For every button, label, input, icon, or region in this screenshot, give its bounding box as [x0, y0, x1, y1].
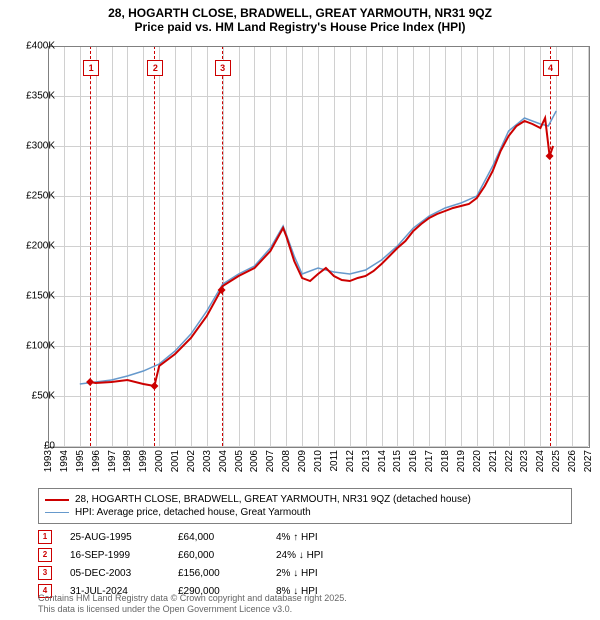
x-tick-label: 1993	[43, 450, 54, 472]
x-tick-label: 2011	[329, 450, 340, 472]
x-tick-label: 2025	[551, 450, 562, 472]
chart-container: 28, HOGARTH CLOSE, BRADWELL, GREAT YARMO…	[0, 0, 600, 620]
y-tick-label: £300K	[26, 141, 55, 152]
y-tick-label: £150K	[26, 291, 55, 302]
legend-item-hpi: HPI: Average price, detached house, Grea…	[45, 506, 565, 519]
x-tick-label: 2010	[313, 450, 324, 472]
sales-table: 1 25-AUG-1995 £64,000 4% ↑ HPI2 16-SEP-1…	[38, 528, 366, 600]
footer-note: Contains HM Land Registry data © Crown c…	[38, 593, 347, 616]
row-price: £156,000	[178, 568, 258, 579]
x-tick-label: 2027	[583, 450, 594, 472]
x-tick-label: 1999	[138, 450, 149, 472]
legend-swatch-hpi	[45, 512, 69, 514]
x-tick-label: 2022	[504, 450, 515, 472]
x-tick-label: 2000	[154, 450, 165, 472]
title-line1: 28, HOGARTH CLOSE, BRADWELL, GREAT YARMO…	[10, 6, 590, 20]
x-tick-label: 2024	[535, 450, 546, 472]
x-tick-label: 2007	[265, 450, 276, 472]
x-tick-label: 2018	[440, 450, 451, 472]
x-tick-label: 2013	[361, 450, 372, 472]
legend: 28, HOGARTH CLOSE, BRADWELL, GREAT YARMO…	[38, 488, 572, 524]
row-pct: 24% ↓ HPI	[276, 550, 366, 561]
x-tick-label: 2019	[456, 450, 467, 472]
row-price: £60,000	[178, 550, 258, 561]
x-tick-label: 1998	[122, 450, 133, 472]
sale-marker-4: 4	[543, 60, 559, 76]
row-pct: 2% ↓ HPI	[276, 568, 366, 579]
row-marker: 2	[38, 548, 52, 562]
chart-title: 28, HOGARTH CLOSE, BRADWELL, GREAT YARMO…	[0, 0, 600, 36]
title-line2: Price paid vs. HM Land Registry's House …	[10, 20, 590, 34]
x-tick-label: 2003	[202, 450, 213, 472]
x-tick-label: 2023	[519, 450, 530, 472]
x-tick-label: 2008	[281, 450, 292, 472]
row-pct: 4% ↑ HPI	[276, 532, 366, 543]
x-tick-label: 1996	[91, 450, 102, 472]
y-tick-label: £400K	[26, 41, 55, 52]
row-marker: 3	[38, 566, 52, 580]
footer-line1: Contains HM Land Registry data © Crown c…	[38, 593, 347, 605]
y-tick-label: £350K	[26, 91, 55, 102]
x-tick-label: 2015	[392, 450, 403, 472]
table-row: 2 16-SEP-1999 £60,000 24% ↓ HPI	[38, 546, 366, 564]
x-tick-label: 2005	[234, 450, 245, 472]
x-tick-label: 2017	[424, 450, 435, 472]
y-tick-label: £200K	[26, 241, 55, 252]
x-tick-label: 2004	[218, 450, 229, 472]
x-tick-label: 2020	[472, 450, 483, 472]
y-tick-label: £50K	[32, 391, 55, 402]
legend-label-hpi: HPI: Average price, detached house, Grea…	[75, 507, 311, 518]
legend-label-property: 28, HOGARTH CLOSE, BRADWELL, GREAT YARMO…	[75, 494, 471, 505]
table-row: 3 05-DEC-2003 £156,000 2% ↓ HPI	[38, 564, 366, 582]
x-tick-label: 2012	[345, 450, 356, 472]
y-tick-label: £100K	[26, 341, 55, 352]
x-tick-label: 1995	[75, 450, 86, 472]
row-marker: 1	[38, 530, 52, 544]
sale-marker-2: 2	[147, 60, 163, 76]
x-tick-label: 2002	[186, 450, 197, 472]
x-tick-label: 2009	[297, 450, 308, 472]
y-tick-label: £250K	[26, 191, 55, 202]
x-tick-label: 2014	[377, 450, 388, 472]
line-series	[48, 46, 588, 446]
x-tick-label: 2026	[567, 450, 578, 472]
sale-marker-1: 1	[83, 60, 99, 76]
x-tick-label: 2021	[488, 450, 499, 472]
x-tick-label: 2001	[170, 450, 181, 472]
legend-item-property: 28, HOGARTH CLOSE, BRADWELL, GREAT YARMO…	[45, 493, 565, 506]
row-date: 25-AUG-1995	[70, 532, 160, 543]
x-tick-label: 1994	[59, 450, 70, 472]
x-tick-label: 2016	[408, 450, 419, 472]
row-date: 05-DEC-2003	[70, 568, 160, 579]
table-row: 1 25-AUG-1995 £64,000 4% ↑ HPI	[38, 528, 366, 546]
legend-swatch-property	[45, 499, 69, 501]
x-tick-label: 1997	[107, 450, 118, 472]
row-price: £64,000	[178, 532, 258, 543]
hpi-line	[80, 111, 556, 384]
row-date: 16-SEP-1999	[70, 550, 160, 561]
footer-line2: This data is licensed under the Open Gov…	[38, 604, 347, 616]
property-line	[90, 118, 553, 386]
sale-marker-3: 3	[215, 60, 231, 76]
x-tick-label: 2006	[249, 450, 260, 472]
